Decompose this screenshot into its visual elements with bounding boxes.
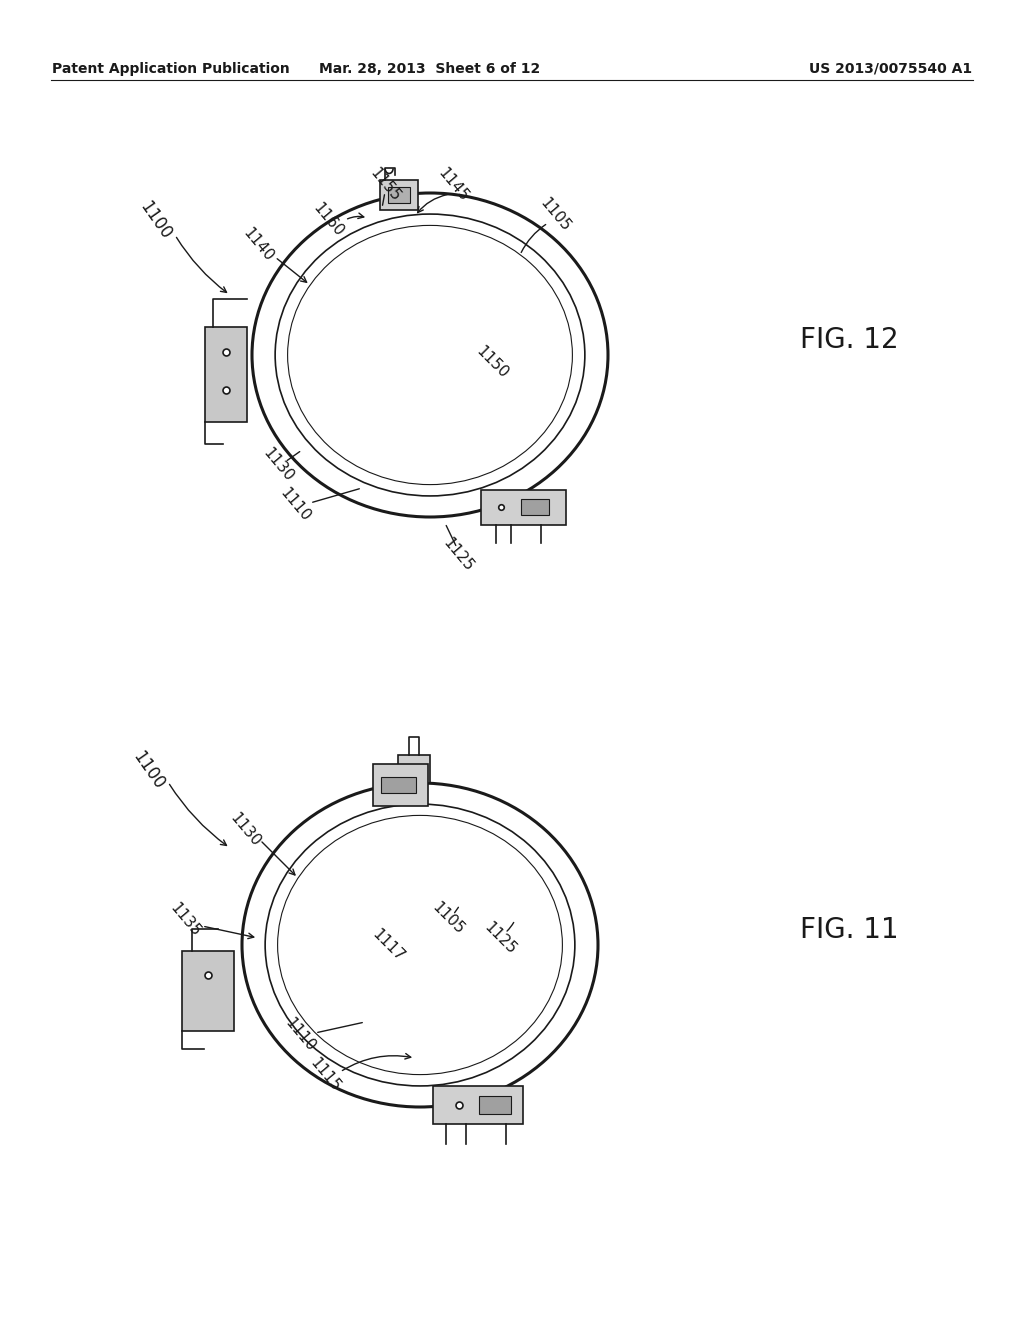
Bar (182, 950, 234, 1031)
Text: 1130: 1130 (227, 810, 263, 850)
Text: 1130: 1130 (260, 445, 296, 484)
Ellipse shape (265, 804, 574, 1086)
Bar (388, 187, 410, 203)
Text: 1145: 1145 (435, 165, 471, 205)
Bar (380, 181, 418, 210)
Bar (397, 755, 430, 783)
Text: 1160: 1160 (310, 201, 346, 240)
Text: 1110: 1110 (282, 1015, 318, 1055)
Bar (373, 764, 428, 807)
Text: 1105: 1105 (429, 899, 467, 937)
Text: 1100: 1100 (135, 198, 174, 243)
Text: 1100: 1100 (128, 747, 168, 792)
Text: 1105: 1105 (537, 195, 573, 235)
Text: 1150: 1150 (473, 343, 511, 381)
Ellipse shape (288, 226, 572, 484)
Bar (481, 490, 566, 525)
Text: 1155: 1155 (367, 165, 403, 205)
Ellipse shape (278, 816, 562, 1074)
Text: Mar. 28, 2013  Sheet 6 of 12: Mar. 28, 2013 Sheet 6 of 12 (319, 62, 541, 77)
Bar (381, 777, 416, 793)
Text: Patent Application Publication: Patent Application Publication (52, 62, 290, 77)
Text: US 2013/0075540 A1: US 2013/0075540 A1 (809, 62, 972, 77)
Bar (521, 499, 549, 515)
Text: 1110: 1110 (276, 486, 313, 524)
Text: FIG. 11: FIG. 11 (800, 916, 899, 944)
Text: 1140: 1140 (240, 226, 276, 264)
Bar (433, 1085, 523, 1123)
Text: 1135: 1135 (167, 900, 203, 940)
Text: 1117: 1117 (369, 927, 407, 964)
Text: 1125: 1125 (440, 536, 476, 574)
Bar (205, 327, 247, 422)
Bar (479, 1096, 511, 1114)
Text: 1125: 1125 (481, 919, 519, 957)
Ellipse shape (275, 214, 585, 496)
Text: FIG. 12: FIG. 12 (800, 326, 899, 354)
Text: 1115: 1115 (307, 1056, 343, 1094)
